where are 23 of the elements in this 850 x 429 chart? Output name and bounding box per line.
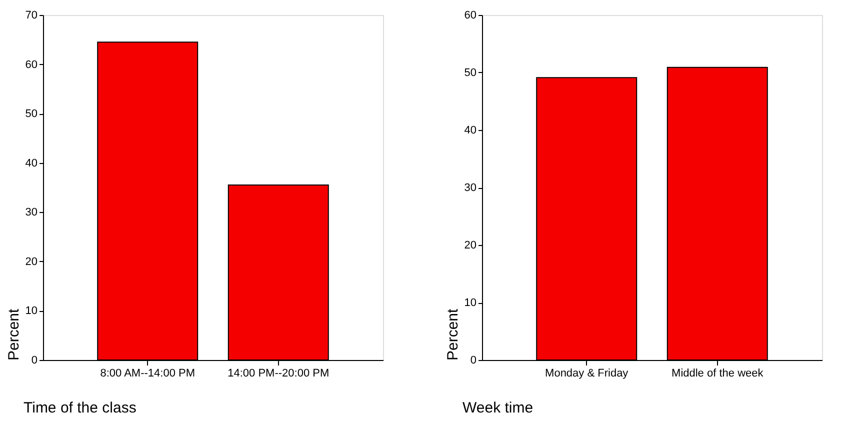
x-axis-title: Week time	[462, 400, 534, 416]
x-tick-label: 8:00 AM--14:00 PM	[100, 368, 196, 380]
y-tick-label: 20	[25, 256, 38, 268]
x-tick-label: Middle of the week	[672, 368, 764, 380]
y-tick-label: 40	[25, 157, 38, 170]
y-tick-label: 30	[25, 206, 38, 219]
x-axis-title: Time of the class	[24, 400, 136, 416]
y-tick-label: 10	[464, 297, 476, 309]
y-axis-title: Percent	[5, 308, 22, 360]
y-tick-label: 70	[25, 10, 38, 22]
y-tick-label: 10	[25, 305, 38, 318]
y-tick-label: 50	[25, 108, 38, 120]
x-tick-label: Monday & Friday	[545, 368, 629, 380]
y-tick-label: 0	[31, 354, 38, 366]
y-tick-label: 60	[464, 10, 476, 22]
y-tick-label: 60	[25, 58, 38, 71]
y-tick-label: 40	[464, 124, 476, 136]
y-tick-label: 50	[464, 67, 476, 79]
y-axis-title: Percent	[444, 308, 462, 360]
y-tick-label: 0	[470, 354, 476, 366]
x-tick-label: 14:00 PM--20:00 PM	[228, 368, 330, 380]
y-tick-label: 20	[464, 240, 476, 252]
y-tick-label: 30	[464, 182, 476, 194]
